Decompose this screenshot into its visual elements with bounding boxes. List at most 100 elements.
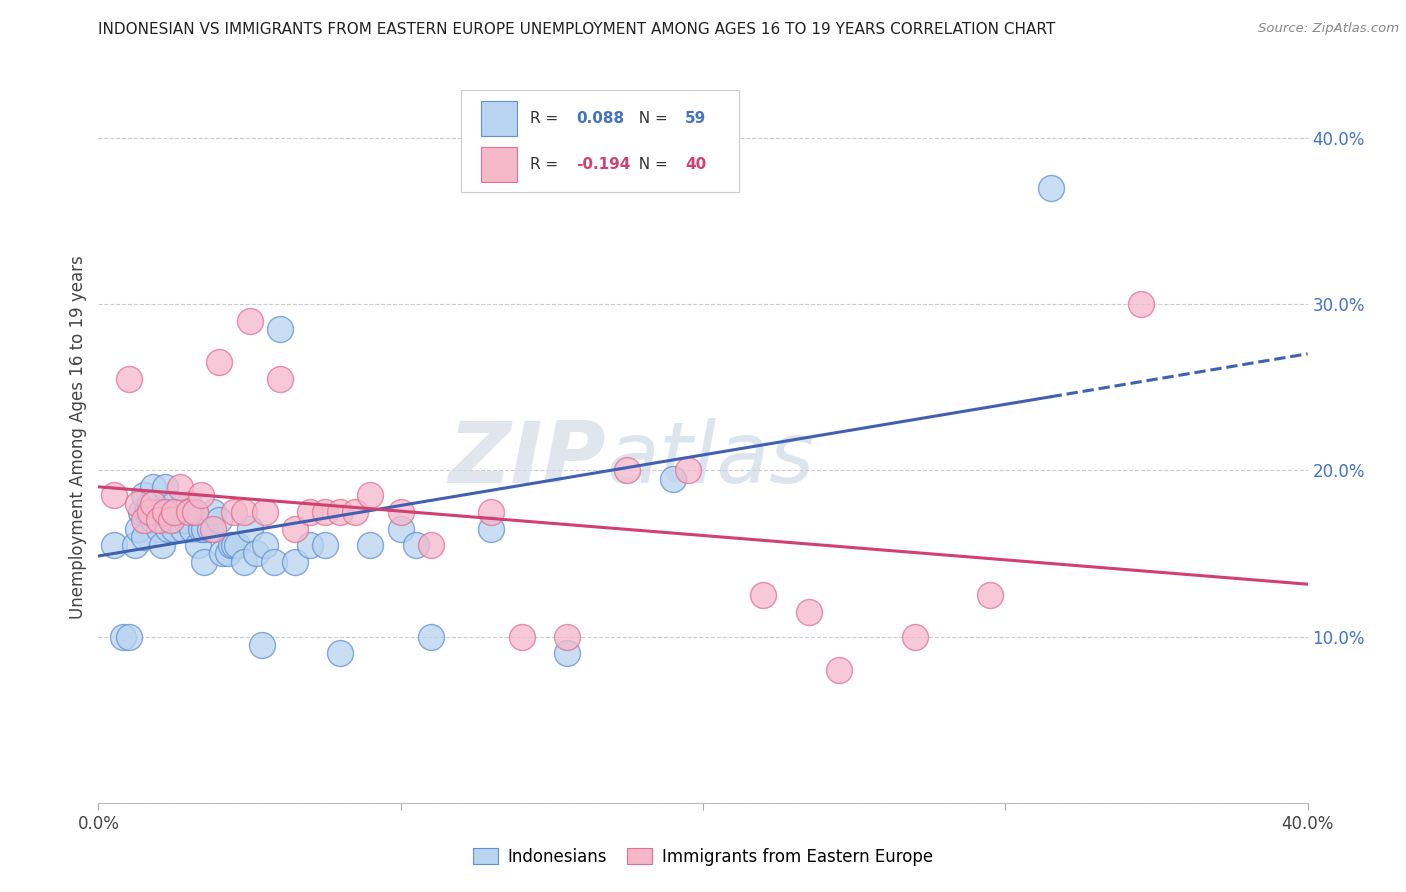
Point [156,521,179,535]
Point [139,497,162,511]
Point [118,630,141,644]
Point [250,638,273,652]
Point [153,505,176,519]
Point [139,505,162,519]
Point [179,505,201,519]
Point [232,555,254,569]
Point [124,538,146,552]
Text: ZIP: ZIP [449,417,606,500]
Point [169,480,191,494]
Text: R =: R = [530,157,564,172]
FancyBboxPatch shape [461,90,740,192]
Point [797,605,820,619]
Point [481,505,503,519]
Point [111,630,134,644]
Point [389,505,412,519]
Point [150,538,173,552]
Point [344,505,367,519]
Text: Source: ZipAtlas.com: Source: ZipAtlas.com [1258,22,1399,36]
Point [269,322,291,336]
Point [208,513,231,527]
Point [979,588,1001,602]
Point [253,538,276,552]
Point [420,538,443,552]
Point [179,497,201,511]
Point [169,505,191,519]
Point [202,505,225,519]
Point [127,521,149,535]
Point [221,538,243,552]
Point [153,505,176,519]
Point [187,538,209,552]
Point [142,480,165,494]
Text: 59: 59 [685,111,706,126]
Point [828,663,851,677]
Point [1039,180,1062,194]
Point [103,488,125,502]
Point [211,546,233,560]
Point [200,521,222,535]
Text: atlas: atlas [606,417,814,500]
Point [148,513,170,527]
Point [160,505,183,519]
Point [510,630,533,644]
Point [103,538,125,552]
Point [160,513,183,527]
Point [193,555,215,569]
Point [360,538,382,552]
Point [132,488,155,502]
Point [284,521,307,535]
Text: 40: 40 [685,157,706,172]
Point [163,505,186,519]
Point [135,505,157,519]
Point [148,521,170,535]
Point [284,555,307,569]
Text: 0.088: 0.088 [576,111,624,126]
Point [263,555,285,569]
Point [132,513,155,527]
Point [127,497,149,511]
Point [616,463,638,477]
Point [239,521,262,535]
FancyBboxPatch shape [481,102,517,136]
Point [904,630,927,644]
Point [314,505,336,519]
Point [181,521,204,535]
Point [166,513,188,527]
Point [118,372,141,386]
Point [142,513,165,527]
Text: -0.194: -0.194 [576,157,630,172]
Point [172,521,194,535]
Point [184,505,207,519]
Point [217,546,239,560]
Point [676,463,699,477]
Point [329,646,352,660]
Point [193,521,215,535]
Point [202,521,225,535]
Point [163,497,186,511]
Text: R =: R = [530,111,564,126]
Point [129,505,152,519]
Point [174,513,197,527]
Point [420,630,443,644]
Y-axis label: Unemployment Among Ages 16 to 19 years: Unemployment Among Ages 16 to 19 years [69,255,87,619]
Point [190,488,212,502]
Point [208,355,231,369]
Point [226,538,249,552]
Point [253,505,276,519]
Point [224,538,246,552]
Point [239,314,262,328]
Point [555,630,578,644]
Point [153,480,176,494]
Point [389,521,412,535]
Text: N =: N = [630,111,673,126]
Point [184,505,207,519]
Point [314,538,336,552]
Text: N =: N = [630,157,673,172]
Point [148,505,170,519]
Point [224,505,246,519]
Point [299,538,322,552]
Point [245,546,267,560]
Point [752,588,775,602]
Point [142,497,165,511]
